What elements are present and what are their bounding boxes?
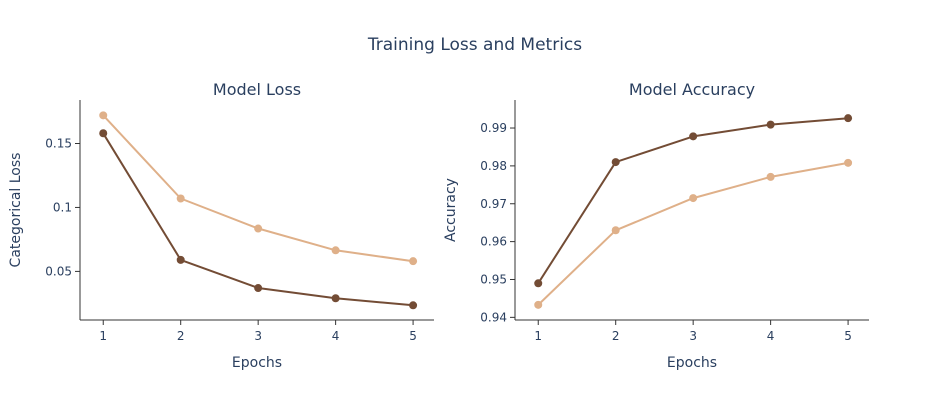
- accuracy-chart-panel: Model Accuracy 1 2 3 4 5 0.94 0.95 0.96 0.97 0.98 0…: [443, 80, 869, 371]
- accuracy-y-tick-label: 0.98: [480, 159, 507, 173]
- loss-dark-point-epoch-1: [99, 129, 108, 138]
- accuracy-dark-point-epoch-1: [534, 279, 543, 288]
- accuracy-y-tick-label: 0.96: [480, 235, 507, 249]
- accuracy-dark-point-epoch-4: [766, 120, 775, 129]
- accuracy-y-tick-label: 0.99: [480, 121, 507, 135]
- loss-light-point-epoch-4: [331, 246, 340, 255]
- accuracy-light-point-epoch-2: [611, 226, 620, 235]
- loss-y-tick-label: 0.05: [45, 264, 72, 278]
- loss-y-tick-label: 0.15: [45, 136, 72, 150]
- loss-dark-series-line: [102, 132, 415, 307]
- figure-title: Training Loss and Metrics: [367, 35, 582, 55]
- loss-dark-point-epoch-4: [331, 294, 340, 303]
- loss-chart-title: Model Loss: [213, 80, 301, 99]
- loss-x-tick-label: 2: [177, 329, 185, 343]
- accuracy-dark-point-epoch-2: [611, 158, 620, 167]
- accuracy-y-tick-label: 0.97: [480, 197, 507, 211]
- loss-dark-point-epoch-3: [254, 284, 263, 293]
- accuracy-y-tick-label: 0.95: [480, 272, 507, 286]
- accuracy-x-tick-label: 3: [689, 329, 697, 343]
- loss-light-series-line: [102, 114, 415, 263]
- accuracy-x-tick-label: 1: [534, 329, 542, 343]
- accuracy-light-point-epoch-3: [689, 194, 698, 203]
- accuracy-dark-point-epoch-3: [689, 132, 698, 141]
- loss-x-axis-label: Epochs: [232, 355, 282, 371]
- loss-light-point-epoch-1: [99, 111, 108, 120]
- loss-dark-point-epoch-5: [409, 301, 418, 310]
- loss-chart-panel: Model Loss 1 2 3 4 5 0.05 0.1 0.15 Epochs Categori…: [8, 80, 434, 371]
- accuracy-chart-title: Model Accuracy: [629, 80, 755, 99]
- loss-x-tick-label: 3: [254, 329, 262, 343]
- loss-x-tick-label: 4: [332, 329, 340, 343]
- accuracy-y-axis-label: Accuracy: [443, 178, 459, 242]
- accuracy-light-point-epoch-1: [534, 300, 543, 309]
- loss-x-tick-label: 5: [409, 329, 417, 343]
- accuracy-light-series-line: [537, 161, 850, 306]
- loss-y-axis-label: Categorical Loss: [8, 153, 24, 268]
- accuracy-x-tick-label: 2: [612, 329, 620, 343]
- loss-light-point-epoch-2: [176, 194, 185, 203]
- loss-light-point-epoch-5: [409, 257, 418, 266]
- accuracy-x-tick-label: 5: [844, 329, 852, 343]
- accuracy-x-tick-label: 4: [767, 329, 775, 343]
- loss-x-tick-label: 1: [99, 329, 107, 343]
- accuracy-light-point-epoch-5: [844, 158, 853, 167]
- accuracy-x-axis-label: Epochs: [667, 355, 717, 371]
- loss-light-point-epoch-3: [254, 224, 263, 233]
- accuracy-dark-point-epoch-5: [844, 114, 853, 123]
- accuracy-light-point-epoch-4: [766, 172, 775, 181]
- loss-y-tick-label: 0.1: [53, 200, 72, 214]
- loss-dark-point-epoch-2: [176, 255, 185, 264]
- accuracy-y-tick-label: 0.94: [480, 310, 507, 324]
